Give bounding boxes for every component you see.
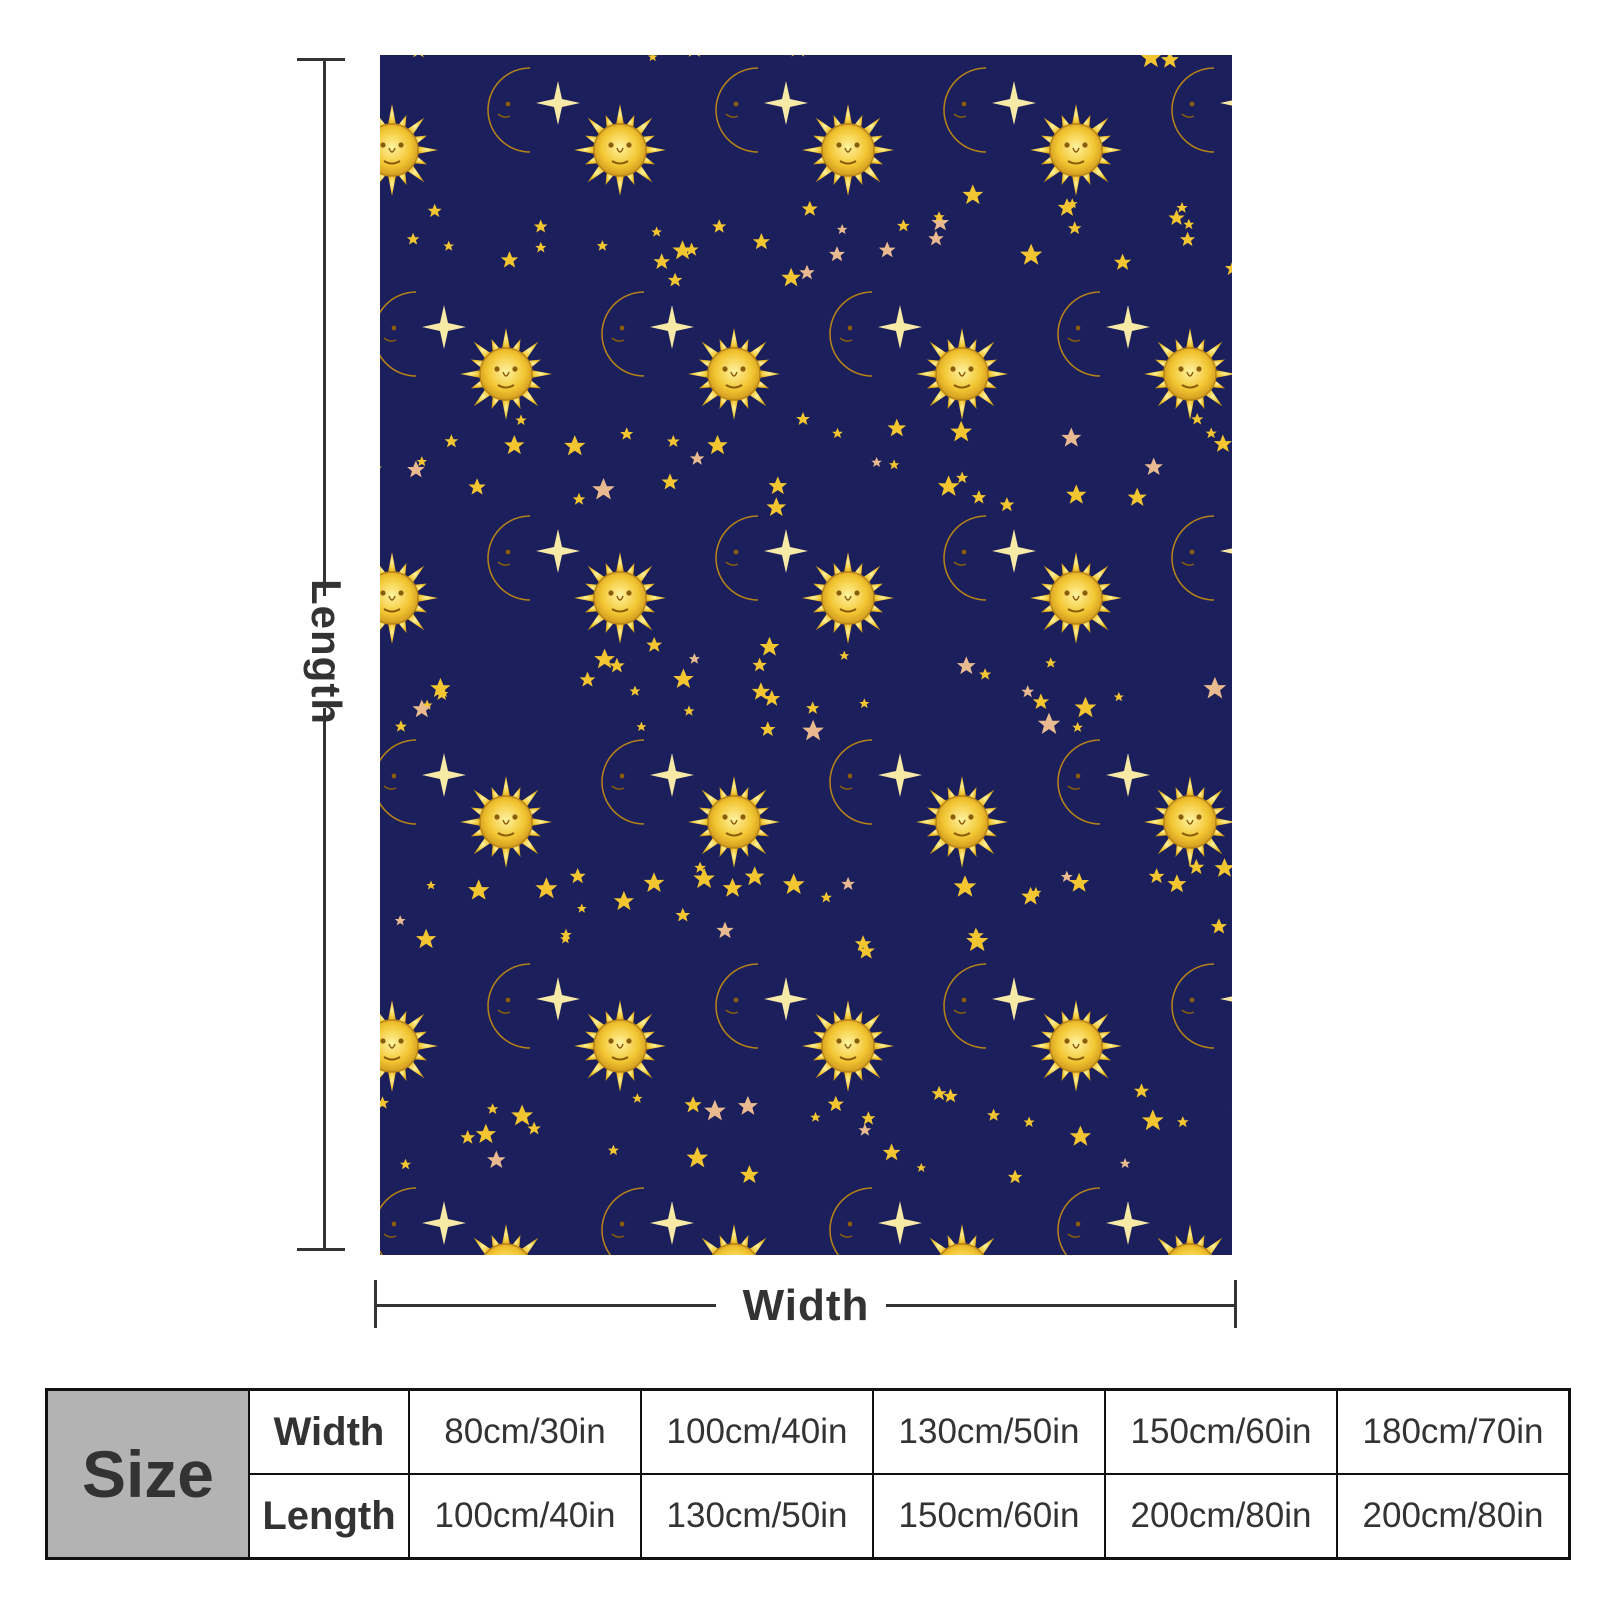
width-line-right: [886, 1304, 1237, 1307]
width-value: 150cm/60in: [1104, 1388, 1338, 1475]
length-value: 150cm/60in: [872, 1473, 1106, 1560]
width-value: 180cm/70in: [1336, 1388, 1571, 1475]
sun-icon: [1029, 999, 1123, 1093]
length-label: Length: [303, 579, 350, 725]
row-label-length: Length: [248, 1473, 410, 1560]
row-label-width: Width: [248, 1388, 410, 1475]
sun-icon: [1029, 103, 1123, 197]
blanket-product-image: [380, 55, 1232, 1255]
sun-icon: [459, 775, 553, 869]
sun-icon: [573, 103, 667, 197]
sun-icon: [687, 775, 781, 869]
size-row-width: Size Width 80cm/30in 100cm/40in 130cm/50…: [45, 1388, 1571, 1560]
size-row-length: Length 100cm/40in 130cm/50in 150cm/60in …: [47, 1473, 1571, 1560]
length-bottom-cap: [297, 1248, 345, 1251]
length-value: 200cm/80in: [1336, 1473, 1571, 1560]
width-label: Width: [742, 1281, 870, 1330]
length-top-cap: [297, 58, 345, 61]
length-value: 200cm/80in: [1104, 1473, 1338, 1560]
width-line-left: [374, 1304, 716, 1307]
sun-moon-stars-pattern: [380, 55, 1232, 1255]
sun-icon: [801, 103, 895, 197]
sun-icon: [801, 551, 895, 645]
length-line-bottom: [323, 708, 326, 1248]
sun-icon: [1029, 551, 1123, 645]
length-line-top: [323, 58, 326, 596]
size-header: Size: [45, 1388, 250, 1560]
length-value: 130cm/50in: [640, 1473, 874, 1560]
sun-icon: [915, 327, 1009, 421]
width-value: 80cm/30in: [408, 1388, 642, 1475]
width-value: 130cm/50in: [872, 1388, 1106, 1475]
sun-icon: [915, 775, 1009, 869]
sun-icon: [459, 327, 553, 421]
width-right-cap: [1234, 1280, 1237, 1328]
sun-icon: [801, 999, 895, 1093]
width-value: 100cm/40in: [640, 1388, 874, 1475]
length-value: 100cm/40in: [408, 1473, 642, 1560]
sun-icon: [573, 999, 667, 1093]
sun-icon: [687, 327, 781, 421]
sun-icon: [573, 551, 667, 645]
size-table: Size Width 80cm/30in 100cm/40in 130cm/50…: [45, 1388, 1571, 1560]
